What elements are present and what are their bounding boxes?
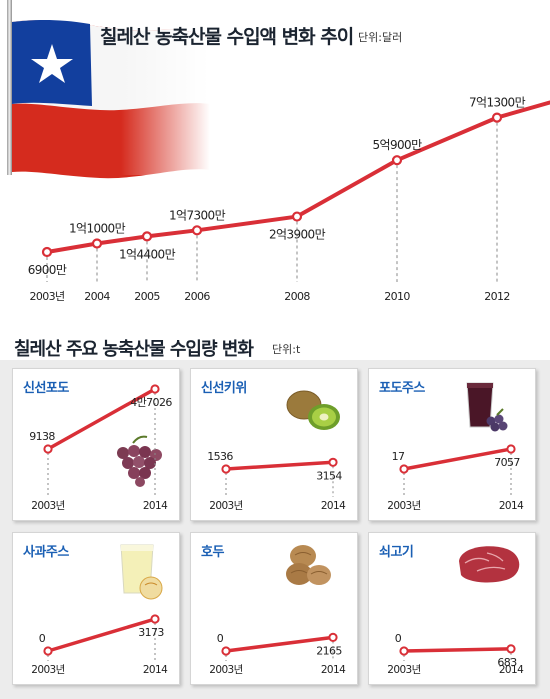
- data-label: 9138: [29, 430, 55, 443]
- x-tick-label: 2014: [321, 664, 346, 676]
- series-line: [47, 617, 156, 653]
- x-tick-label: 2003년: [29, 290, 64, 303]
- series-line: [403, 647, 512, 653]
- data-point: [221, 646, 231, 656]
- data-label: 0: [217, 632, 224, 645]
- grape-juice-icon: [466, 382, 508, 432]
- chart-title: 칠레산 농축산물 수입액 변화 추이: [100, 26, 354, 48]
- x-tick-label: 2014: [321, 500, 346, 512]
- panel-apple-juice: 0 3173 2003년 2014 사과주스: [12, 532, 180, 685]
- x-tick-label: 2014: [143, 664, 168, 676]
- kiwi-icon: [286, 390, 340, 430]
- series-line: [225, 635, 334, 653]
- data-label: 3173: [138, 626, 164, 639]
- panel-grape: 9138 4만7026 2003년 2014 신선포도: [12, 368, 180, 521]
- panel-title: 호두: [201, 545, 224, 560]
- data-label: 1억1000만: [69, 221, 126, 235]
- data-label: 5억900만: [372, 138, 422, 152]
- x-tick-label: 2014: [143, 500, 168, 512]
- x-tick-label: 2008: [284, 290, 310, 303]
- panel-walnut: 0 2165 2003년 2014 호두: [190, 532, 358, 685]
- data-point: [43, 444, 53, 454]
- data-label: 2억3900만: [269, 228, 326, 242]
- kiwi-chart: 1536 3154 2003년 2014: [207, 390, 347, 512]
- section-unit: 단위:t: [272, 343, 301, 356]
- data-point: [506, 444, 516, 454]
- data-point: [399, 464, 409, 474]
- data-point: [43, 646, 53, 656]
- data-point: [191, 225, 203, 236]
- series-line: [225, 460, 334, 471]
- x-tick-label: 2003년: [209, 664, 242, 676]
- walnut-icon: [286, 545, 331, 585]
- data-label: 1억7300만: [169, 208, 226, 222]
- x-tick-label: 2012: [484, 290, 510, 303]
- data-label: 4만7026: [130, 396, 172, 409]
- data-point: [506, 644, 516, 654]
- x-tick-label: 2006: [184, 290, 210, 303]
- import-value-chart: 6900만 1억1000만 1억4400만 1억7300만 2억3900만 5억900만 7…: [7, 0, 550, 303]
- panel-title: 쇠고기: [379, 545, 414, 560]
- chile-flag-icon: [7, 0, 210, 179]
- panel-title: 사과주스: [23, 545, 69, 560]
- data-point: [150, 384, 160, 394]
- series-line: [46, 100, 550, 255]
- series-line: [403, 447, 512, 471]
- x-tick-label: 2014: [499, 664, 524, 676]
- x-tick-label: 2005: [134, 290, 160, 303]
- data-point: [221, 464, 231, 474]
- data-point: [391, 155, 403, 166]
- data-point: [150, 614, 160, 624]
- panel-title: 포도주스: [379, 381, 425, 396]
- grape-icon: [117, 435, 162, 487]
- data-point: [328, 632, 338, 642]
- x-tick-label: 2003년: [31, 500, 64, 512]
- x-tick-label: 2003년: [31, 664, 64, 676]
- panel-grape-juice: 17 7057 2003년 2014 포도주스: [368, 368, 536, 521]
- data-point: [41, 246, 53, 258]
- data-label: 7억1300만: [469, 96, 526, 110]
- data-label: 683: [497, 656, 517, 669]
- data-label: 17: [392, 450, 405, 463]
- data-label: 1억4400만: [119, 247, 176, 261]
- panel-title: 신선키위: [201, 381, 247, 396]
- apple-juice-chart: 0 3173 2003년 2014: [31, 544, 169, 676]
- section-title: 칠레산 주요 농축산물 수입량 변화: [14, 339, 254, 360]
- series-line: [47, 387, 156, 451]
- data-label: 3154: [316, 469, 342, 482]
- data-point: [141, 231, 153, 242]
- data-label: 0: [395, 632, 402, 645]
- panel-beef: 0 683 2003년 2014 쇠고기: [368, 532, 536, 685]
- x-tick-label: 2010: [384, 290, 410, 303]
- grape-chart: 9138 4만7026 2003년 2014: [29, 384, 173, 512]
- panel-kiwi: 1536 3154 2003년 2014 신선키위: [190, 368, 358, 521]
- data-label: 1536: [207, 450, 233, 463]
- apple-juice-icon: [120, 544, 163, 600]
- data-label: 0: [39, 632, 46, 645]
- data-point: [491, 112, 503, 123]
- data-point: [328, 457, 338, 467]
- data-label: 2165: [316, 644, 342, 657]
- data-point: [91, 238, 103, 249]
- x-tick-label: 2004: [84, 290, 110, 303]
- x-tick-label: 2003년: [387, 664, 420, 676]
- data-label: 6900만: [28, 263, 67, 277]
- data-label: 7057: [494, 456, 520, 469]
- grape-juice-chart: 17 7057 2003년 2014: [387, 382, 525, 512]
- x-tick-label: 2014: [499, 500, 524, 512]
- data-point: [399, 646, 409, 656]
- x-tick-label: 2003년: [387, 500, 420, 512]
- data-point: [291, 211, 303, 222]
- walnut-chart: 0 2165 2003년 2014: [209, 545, 347, 676]
- x-tick-label: 2003년: [209, 500, 242, 512]
- panel-title: 신선포도: [23, 381, 69, 396]
- beef-icon: [459, 546, 520, 583]
- beef-chart: 0 683 2003년 2014: [387, 546, 525, 676]
- chart-unit: 단위:달러: [358, 31, 403, 44]
